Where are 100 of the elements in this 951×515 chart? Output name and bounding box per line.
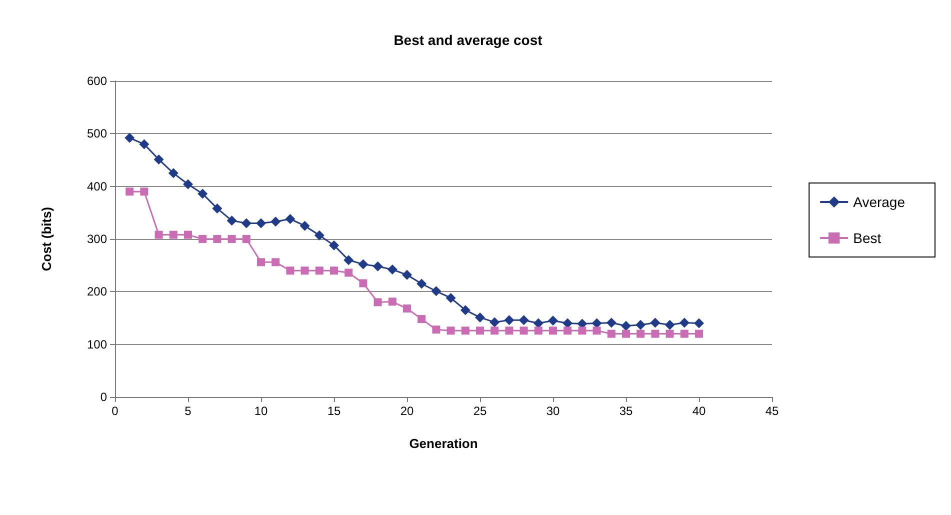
x-tick-label: 15	[327, 404, 341, 418]
point	[416, 278, 427, 289]
point	[461, 326, 470, 335]
point	[460, 305, 470, 316]
x-tick-label: 35	[619, 404, 633, 418]
point	[621, 320, 631, 331]
legend-label: Average	[853, 194, 906, 210]
point	[329, 240, 339, 250]
point	[592, 326, 601, 335]
y-tick-label: 400	[86, 179, 108, 194]
point	[358, 259, 368, 270]
point	[534, 326, 542, 335]
point	[198, 235, 207, 243]
point	[432, 326, 440, 334]
point	[272, 258, 280, 266]
point	[344, 255, 354, 266]
point	[476, 326, 484, 335]
point	[606, 318, 616, 328]
point	[374, 298, 382, 306]
point	[533, 318, 544, 328]
point	[126, 188, 134, 196]
point	[212, 203, 222, 214]
point	[446, 326, 455, 335]
point	[592, 318, 602, 328]
point	[490, 326, 499, 335]
point	[446, 292, 456, 303]
point	[256, 218, 266, 228]
point	[140, 188, 148, 196]
point	[564, 326, 572, 335]
point	[226, 216, 237, 226]
point	[228, 235, 236, 243]
x-tick-label: 0	[112, 404, 119, 418]
point	[504, 315, 514, 326]
point	[520, 326, 528, 335]
point	[650, 318, 660, 328]
point	[651, 330, 660, 338]
point	[518, 315, 529, 326]
x-tick-label: 25	[473, 404, 487, 418]
point	[270, 216, 281, 227]
point	[562, 318, 573, 328]
point	[344, 268, 353, 277]
point	[154, 230, 163, 239]
point	[387, 264, 398, 275]
point	[300, 220, 310, 231]
chart-title: Best and average cost	[394, 32, 543, 48]
point	[168, 168, 178, 178]
point	[154, 154, 164, 164]
point	[607, 330, 616, 338]
y-tick-label: 200	[86, 284, 108, 299]
x-tick-label: 20	[400, 404, 414, 418]
y-tick-label: 600	[86, 74, 108, 88]
x-axis-title: Generation	[409, 436, 478, 451]
point	[578, 326, 586, 335]
y-tick-label: 0	[100, 390, 108, 404]
y-tick-label: 500	[86, 126, 108, 141]
point	[169, 230, 178, 239]
point	[402, 270, 412, 280]
x-tick-label: 30	[546, 404, 560, 418]
point	[184, 230, 192, 239]
point	[183, 179, 193, 190]
point	[286, 266, 294, 275]
point	[315, 266, 324, 275]
point	[679, 318, 690, 328]
point	[666, 330, 674, 338]
x-tick-label: 45	[765, 404, 779, 418]
point	[664, 320, 675, 330]
point	[694, 318, 704, 328]
legend-label: Best	[853, 230, 882, 246]
y-tick-label: 100	[86, 337, 108, 352]
point	[359, 279, 368, 288]
point	[314, 230, 324, 240]
x-tick-label: 40	[692, 404, 706, 418]
point	[548, 316, 558, 326]
x-tick-label: 10	[254, 404, 268, 418]
point	[636, 330, 645, 338]
point	[636, 320, 646, 330]
point	[213, 235, 222, 243]
point	[695, 330, 703, 338]
point	[418, 315, 426, 324]
point	[124, 132, 135, 143]
point	[490, 317, 500, 328]
point	[403, 304, 411, 313]
point	[431, 286, 442, 296]
point	[300, 266, 309, 275]
point	[198, 188, 208, 199]
point	[241, 218, 252, 228]
point	[388, 298, 396, 306]
point	[330, 266, 338, 275]
x-tick-label: 5	[184, 404, 192, 418]
y-tick-label: 300	[86, 232, 108, 246]
point	[505, 326, 514, 335]
point	[285, 214, 296, 224]
point	[622, 330, 630, 338]
point	[680, 330, 688, 338]
point	[242, 235, 250, 243]
point	[549, 326, 557, 335]
point	[139, 139, 150, 150]
point	[372, 261, 383, 272]
point	[475, 312, 485, 322]
y-axis-title: Cost (bits)	[39, 206, 54, 272]
